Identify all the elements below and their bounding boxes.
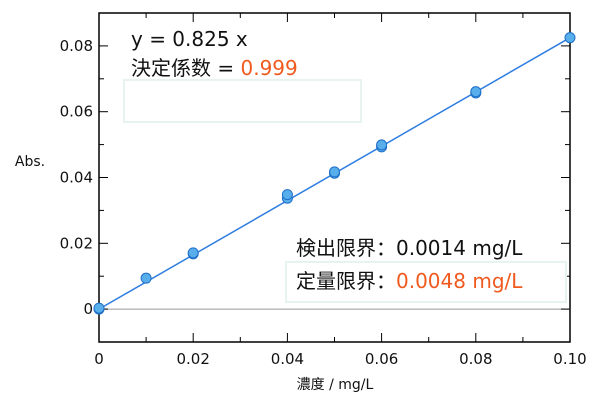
x-tick-label: 0.02 [176,350,209,368]
y-tick-label: 0.06 [60,103,93,121]
lod-annotation: 検出限界：0.0014 mg/L [296,236,523,260]
data-point [470,86,482,98]
data-point [376,139,388,151]
y-tick-label: 0.02 [60,234,93,252]
equation-text: y = 0.825 x [131,27,248,51]
x-tick-label: 0.10 [553,350,586,368]
r2-value: 0.999 [240,56,297,80]
data-points [93,32,576,315]
y-tick-label: 0 [83,300,93,318]
r2-annotation: 決定係数 = 0.999 [131,56,298,80]
y-axis-label: Abs. [15,154,45,170]
x-tick-label: 0.06 [365,350,398,368]
lod-value: 0.0014 mg/L [396,236,523,260]
loq-label: 定量限界： [296,269,396,293]
x-tick-label: 0.04 [271,350,304,368]
loq-annotation: 定量限界：0.0048 mg/L [296,269,523,293]
data-point [140,272,152,284]
limits-box-decor [285,261,567,303]
lod-label: 検出限界： [296,236,396,260]
y-tick-label: 0.04 [60,169,93,187]
y-tick-label: 0.08 [60,37,93,55]
data-point [564,32,576,44]
data-point [93,302,105,314]
equation-box-decor [123,79,362,123]
data-point [329,166,340,178]
axis-ticks [98,12,571,343]
data-point [281,189,293,201]
r2-label: 決定係数 = [131,56,240,80]
x-tick-labels: 0 0.02 0.04 0.06 0.08 0.10 [94,350,586,368]
data-point [187,247,199,259]
x-tick-label: 0.08 [459,350,492,368]
loq-value: 0.0048 mg/L [396,269,523,293]
y-tick-labels: 0 0.02 0.04 0.06 0.08 [60,37,93,318]
x-tick-label: 0 [94,350,104,368]
x-axis-label: 濃度 / mg/L [297,377,374,393]
